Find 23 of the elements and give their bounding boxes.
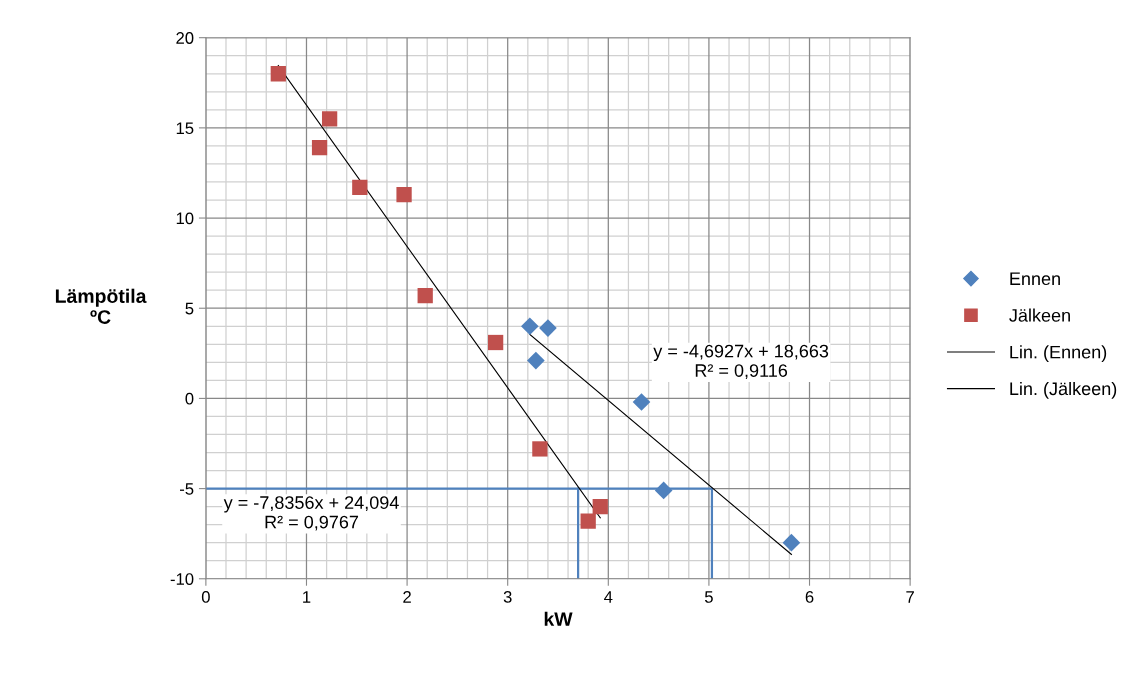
y-tick-label: 5 <box>185 302 194 315</box>
y-tick-label: -10 <box>170 573 194 585</box>
annotation: y = -4,6927x + 18,663 R² = 0,9116 <box>653 344 829 380</box>
x-tick-label: 1 <box>303 591 311 603</box>
y-axis-title: Lämpötila ºC <box>55 288 147 324</box>
y-tick-label: 0 <box>185 392 194 405</box>
y-tick-label: -5 <box>179 483 194 495</box>
x-tick-label: 6 <box>805 591 814 603</box>
x-tick-label: 4 <box>604 591 613 603</box>
x-tick-label: 3 <box>503 591 512 603</box>
y-tick-label: 20 <box>176 32 194 44</box>
x-axis-title: kW <box>544 611 573 626</box>
y-tick-label: 15 <box>176 122 194 135</box>
x-tick-label: 5 <box>704 591 713 603</box>
x-tick-label: 2 <box>403 591 411 603</box>
legend-label: Ennen <box>1010 272 1060 286</box>
legend-label: Lin. (Ennen) <box>1010 345 1107 363</box>
x-tick-label: 7 <box>906 591 914 603</box>
legend-label: Jälkeen <box>1009 308 1070 322</box>
legend-label: Lin. (Jälkeen) <box>1010 381 1117 399</box>
x-tick-label: 0 <box>201 591 210 603</box>
y-tick-label: 10 <box>176 212 194 225</box>
annotation: y = -7,8356x + 24,094 R² = 0,9767 <box>223 496 399 531</box>
